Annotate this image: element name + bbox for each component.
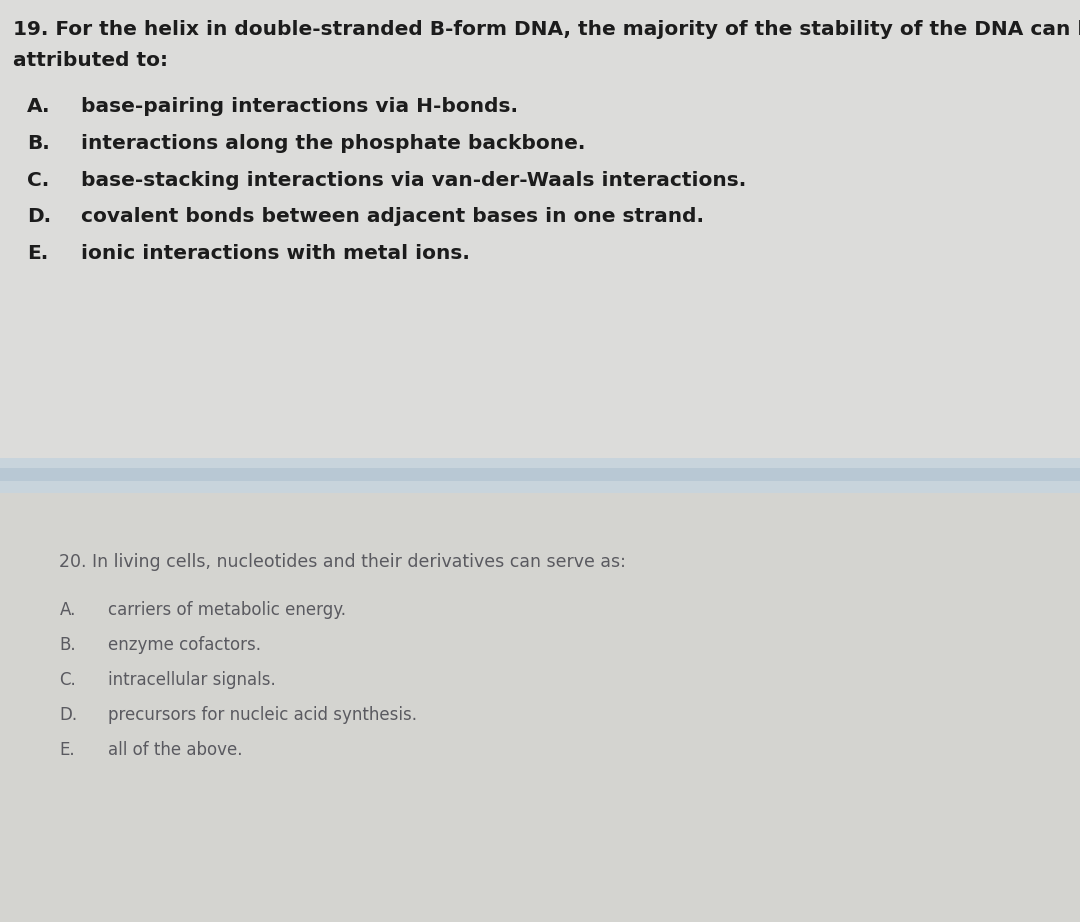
Text: interactions along the phosphate backbone.: interactions along the phosphate backbon… — [81, 134, 585, 153]
Text: covalent bonds between adjacent bases in one strand.: covalent bonds between adjacent bases in… — [81, 207, 704, 227]
Bar — [0, 0, 1080, 461]
Text: B.: B. — [59, 636, 76, 655]
Text: carriers of metabolic energy.: carriers of metabolic energy. — [108, 601, 346, 620]
Bar — [0, 458, 1080, 493]
Text: D.: D. — [59, 706, 78, 725]
Text: ionic interactions with metal ions.: ionic interactions with metal ions. — [81, 244, 470, 264]
Text: E.: E. — [59, 741, 75, 760]
Text: intracellular signals.: intracellular signals. — [108, 671, 275, 690]
Text: attributed to:: attributed to: — [13, 51, 168, 70]
Bar — [0, 468, 1080, 481]
Text: E.: E. — [27, 244, 49, 264]
Text: 19. For the helix in double-stranded B-form DNA, the majority of the stability o: 19. For the helix in double-stranded B-f… — [13, 20, 1080, 40]
Text: enzyme cofactors.: enzyme cofactors. — [108, 636, 261, 655]
Text: 20. In living cells, nucleotides and their derivatives can serve as:: 20. In living cells, nucleotides and the… — [59, 553, 626, 572]
Text: D.: D. — [27, 207, 51, 227]
Text: A.: A. — [27, 97, 51, 116]
Text: A.: A. — [59, 601, 76, 620]
Text: C.: C. — [27, 171, 50, 190]
Text: precursors for nucleic acid synthesis.: precursors for nucleic acid synthesis. — [108, 706, 417, 725]
Text: all of the above.: all of the above. — [108, 741, 243, 760]
Text: base-pairing interactions via H-bonds.: base-pairing interactions via H-bonds. — [81, 97, 518, 116]
Text: B.: B. — [27, 134, 50, 153]
Text: C.: C. — [59, 671, 77, 690]
Text: base-stacking interactions via van-der-Waals interactions.: base-stacking interactions via van-der-W… — [81, 171, 746, 190]
